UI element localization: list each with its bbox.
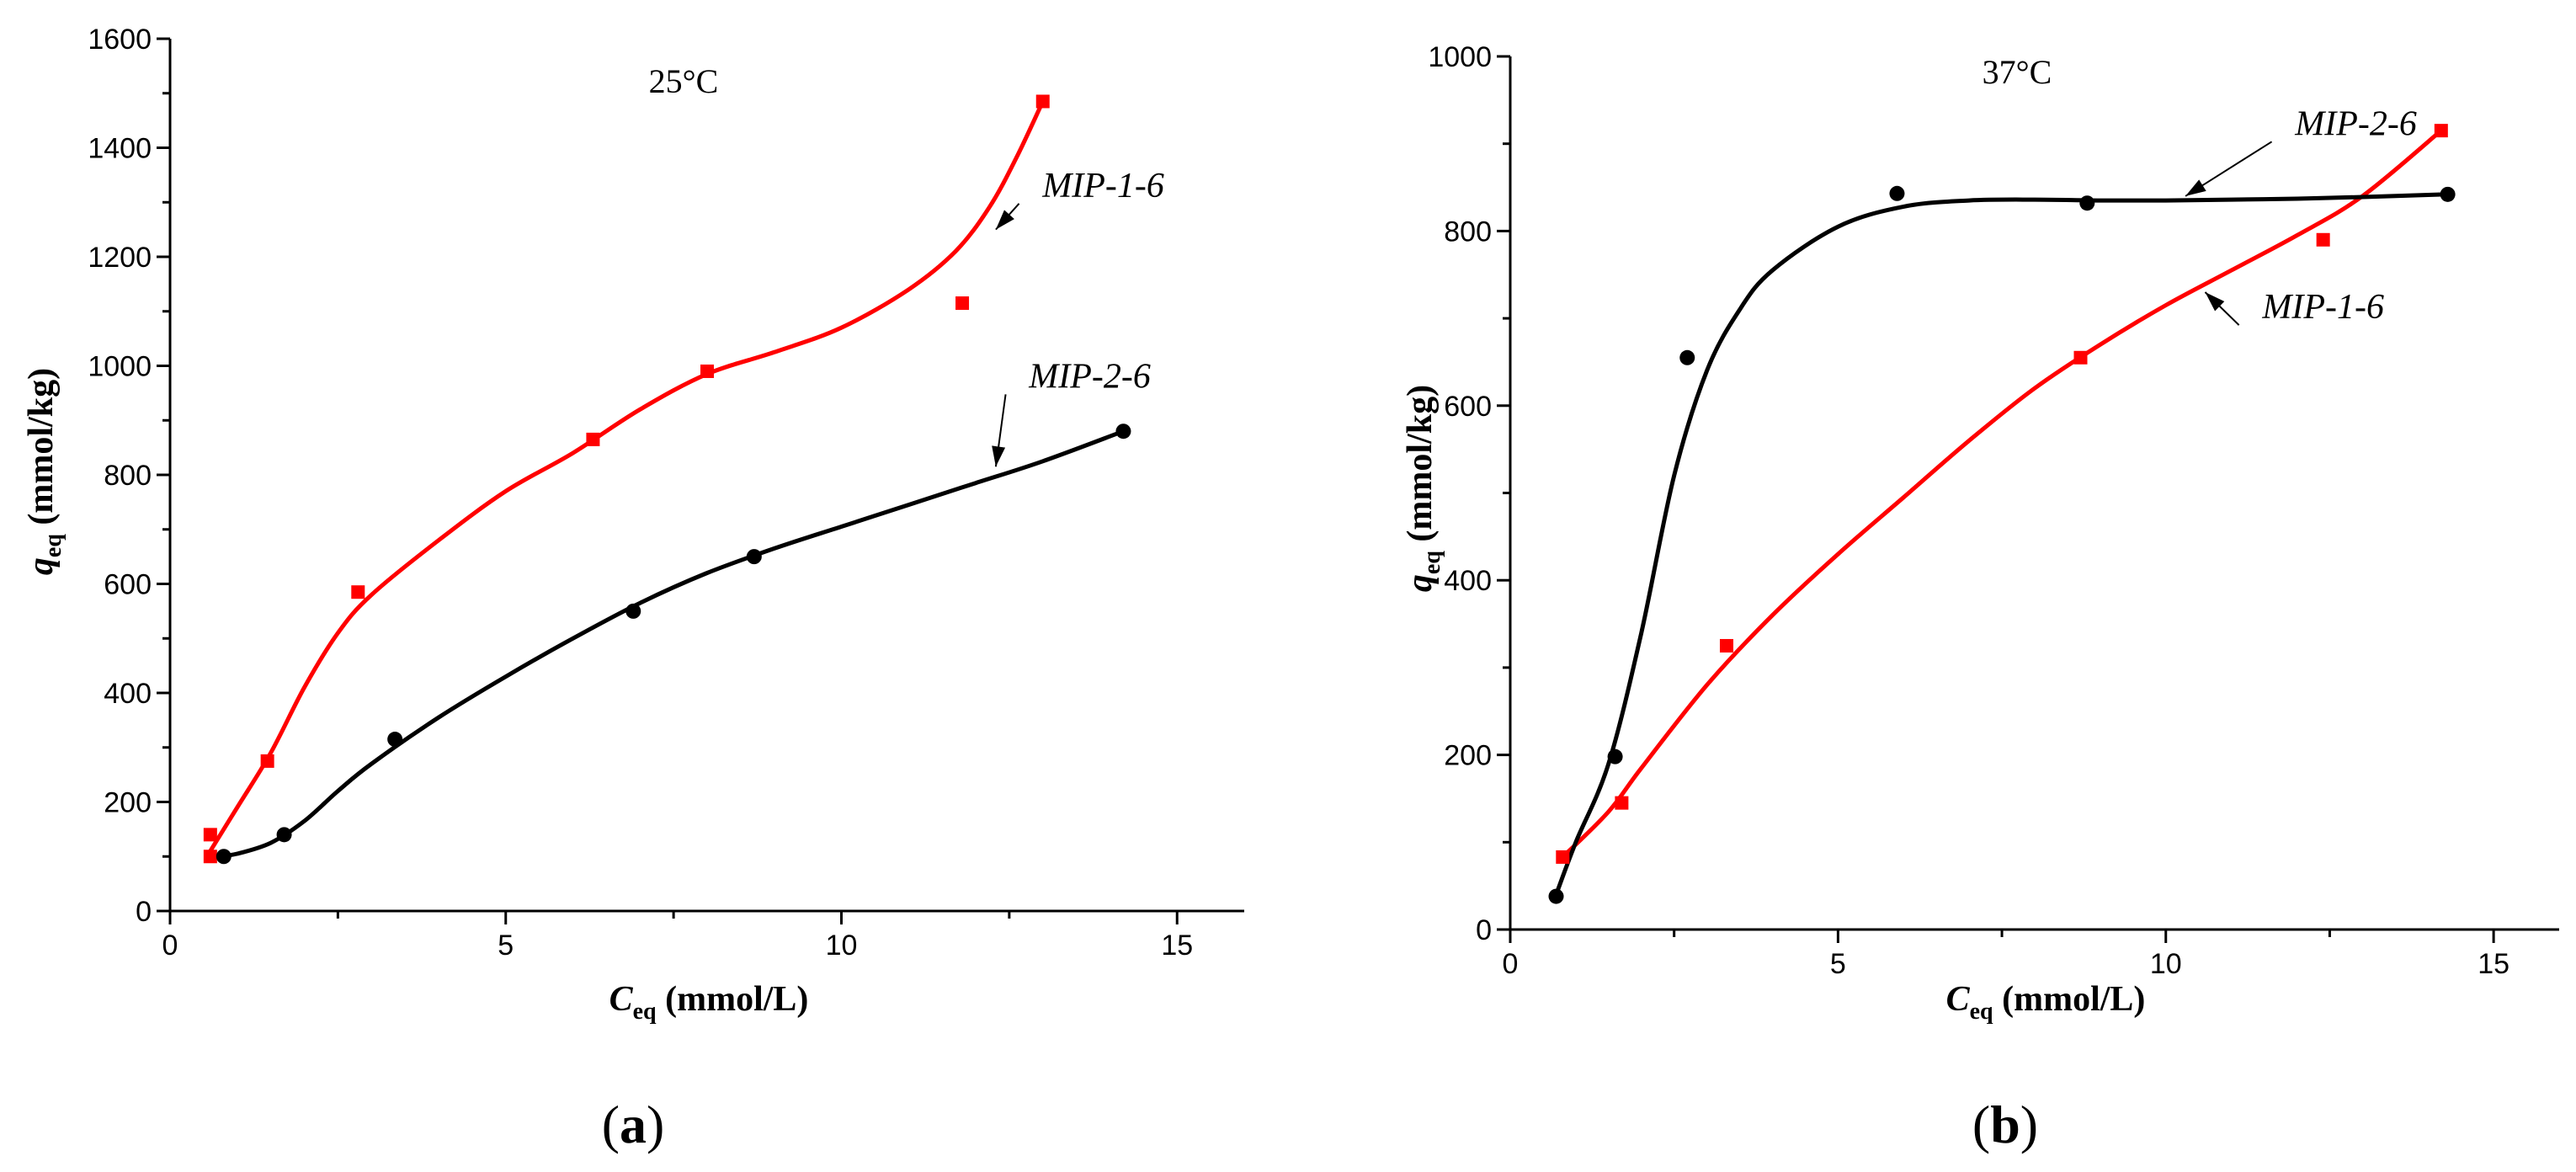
panel-b-mip-2-6-annotation-label: MIP-2-6: [2294, 104, 2417, 143]
panel-a-y-tick-label: 600: [104, 569, 152, 601]
panel-b-mip-1-6-data-point: [1615, 796, 1629, 810]
panel-a-mip-1-6-data-point: [203, 828, 217, 842]
panel-a-x-tick-label: 0: [162, 930, 178, 962]
panel-b-mip-1-6-data-point: [2434, 124, 2448, 138]
panel-a-x-tick-label: 5: [498, 930, 514, 962]
panel-a-y-tick-label: 200: [104, 787, 152, 819]
panel-b-mip-1-6-arrow-head: [2205, 292, 2225, 312]
panel-b-temperature-label: 37°C: [1983, 53, 2052, 91]
panel-b-mip-2-6-fit-curve: [1554, 192, 2451, 897]
panel-b-mip-1-6-fit-curve: [1560, 128, 2444, 860]
panel-b-mip-2-6-data-point: [1679, 349, 1695, 365]
panel-b-y-axis-title: qeq (mmol/kg): [1401, 385, 1445, 592]
panel-b-mip-2-6-data-point: [1889, 185, 1905, 201]
panel-b-y-tick-label: 0: [1476, 914, 1492, 946]
panel-a-caption: (a): [602, 1095, 665, 1154]
panel-b-mip-2-6-data-point: [2440, 186, 2456, 202]
panel-a-mip-2-6-data-point: [276, 827, 292, 843]
panel-b-x-tick-label: 10: [2150, 948, 2182, 980]
panel-b-mip-2-6-data-point: [1548, 888, 1564, 904]
panel-a-mip-2-6-annotation-label: MIP-2-6: [1028, 357, 1151, 396]
panel-a-mip-1-6-annotation-label: MIP-1-6: [1041, 167, 1164, 205]
panel-a-mip-1-6-data-point: [203, 850, 217, 864]
panel-a-y-tick-label: 1200: [88, 242, 152, 274]
panel-a-x-axis-title: Ceq (mmol/L): [609, 980, 809, 1025]
panel-b-mip-2-6-data-point: [2079, 195, 2095, 211]
panel-a-y-tick-label: 1600: [88, 24, 152, 56]
panel-b-plot-area: 0 5 10 15 0 200 400 600 800 1000 MIP-2-6 MIP-1-6: [1428, 41, 2559, 980]
panel-b-mip-1-6-data-point: [1719, 638, 1733, 653]
panel-b-x-tick-label: 15: [2478, 948, 2509, 980]
panel-b-mip-2-6-data-point: [1607, 748, 1623, 764]
panel-b-mip-1-6-annotation-label: MIP-1-6: [2261, 288, 2384, 327]
panel-a-mip-1-6-arrow-head: [995, 210, 1014, 230]
panel-a-y-tick-label: 1000: [88, 351, 152, 383]
panel-a-temperature-label: 25°C: [649, 62, 719, 100]
panel-a-y-axis-title: qeq (mmol/kg): [22, 368, 67, 575]
panel-a-y-tick-label: 400: [104, 678, 152, 710]
panel-a-y-tick-label: 1400: [88, 133, 152, 165]
panel-b-x-tick-label: 5: [1830, 948, 1846, 980]
panel-a-mip-1-6-data-point: [700, 364, 714, 378]
panel-b-y-tick-label: 400: [1444, 565, 1492, 597]
panel-b-y-tick-label: 200: [1444, 740, 1492, 772]
panel-b-mip-1-6-data-point: [1556, 850, 1570, 864]
panel-a-x-tick-label: 10: [826, 930, 858, 962]
panel-a-y-tick-label: 800: [104, 460, 152, 492]
panel-a-mip-2-6-data-point: [1115, 424, 1131, 440]
panel-a-mip-2-6-data-point: [746, 549, 762, 565]
panel-a-x-tick-label: 15: [1161, 930, 1193, 962]
panel-b-y-tick-label: 1000: [1428, 41, 1492, 73]
panel-b-chart: 0 5 10 15 0 200 400 600 800 1000 MIP-2-6 MIP-1-6 37…: [1401, 41, 2559, 1154]
panel-a-mip-1-6-data-point: [1035, 94, 1050, 109]
panel-a-mip-1-6-data-point: [351, 585, 365, 599]
panel-b-y-tick-label: 600: [1444, 391, 1492, 423]
panel-a-mip-2-6-fit-curve: [215, 429, 1126, 859]
panel-a-plot-area: 0 5 10 15 0 200 400 600 800 1000 1200 1400 1600 MIP-1…: [88, 24, 1244, 962]
panel-b-caption: (b): [1972, 1095, 2038, 1154]
panel-b-mip-1-6-data-point: [2316, 232, 2330, 247]
panel-b-mip-1-6-data-point: [2073, 350, 2088, 365]
panel-b-x-tick-label: 0: [1503, 948, 1519, 980]
panel-a-mip-1-6-data-point: [260, 754, 274, 768]
panel-a-mip-2-6-data-point: [625, 603, 641, 619]
panel-b-x-axis-title: Ceq (mmol/L): [1946, 980, 2146, 1025]
panel-a-chart: 0 5 10 15 0 200 400 600 800 1000 1200 1400 1600 MIP-1…: [22, 24, 1244, 1154]
panel-a-y-tick-label: 0: [136, 896, 152, 928]
panel-a-mip-1-6-fit-curve: [208, 99, 1046, 854]
panel-a-mip-1-6-data-point: [955, 296, 970, 311]
panel-a-mip-1-6-data-point: [586, 432, 600, 446]
panel-a-mip-2-6-data-point: [387, 732, 403, 748]
panel-a-mip-2-6-arrow-head: [992, 445, 1006, 467]
panel-a-mip-2-6-data-point: [216, 849, 232, 865]
panel-b-y-tick-label: 800: [1444, 216, 1492, 248]
panel-b-mip-2-6-arrow-head: [2185, 179, 2206, 196]
